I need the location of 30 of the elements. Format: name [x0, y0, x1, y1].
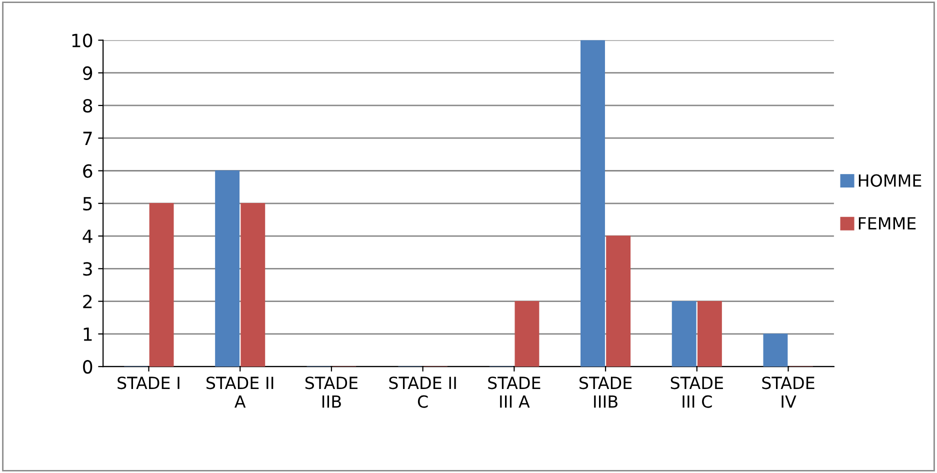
bar — [672, 300, 696, 367]
y-tick-label: 1 — [84, 328, 92, 341]
y-tick-label: 8 — [83, 98, 92, 113]
x-tick-label: STADE I — [118, 376, 180, 390]
bar — [514, 300, 540, 367]
y-tick-label: 2 — [83, 294, 92, 308]
y-tick-label: 4 — [82, 230, 92, 243]
bar — [697, 300, 722, 367]
x-tick-label: STADE IIB — [305, 376, 358, 408]
y-tick-label: 0 — [83, 360, 92, 374]
x-tick-label: STADE III C — [670, 376, 723, 408]
x-tick-label: STADE II C — [389, 376, 456, 408]
x-tick-label: STADE II A — [206, 376, 274, 408]
legend-label: HOMME — [858, 174, 922, 187]
y-tick-label: 3 — [83, 262, 92, 276]
x-tick-label: STADE III A — [488, 376, 540, 408]
bar — [606, 236, 631, 367]
bar — [149, 203, 174, 367]
y-tick-label: 5 — [83, 197, 92, 211]
x-tick-label: STADE IV — [762, 376, 814, 408]
y-tick-label: 10 — [72, 34, 92, 48]
y-tick-label: 7 — [83, 132, 92, 145]
y-tick-label: 9 — [82, 66, 92, 80]
bar — [763, 334, 788, 367]
bar — [215, 170, 240, 367]
bar — [580, 40, 605, 367]
bar — [240, 203, 266, 367]
x-tick-label: STADE IIIB — [580, 376, 632, 408]
legend-label: FEMME — [858, 217, 916, 230]
y-tick-label: 6 — [83, 164, 92, 178]
